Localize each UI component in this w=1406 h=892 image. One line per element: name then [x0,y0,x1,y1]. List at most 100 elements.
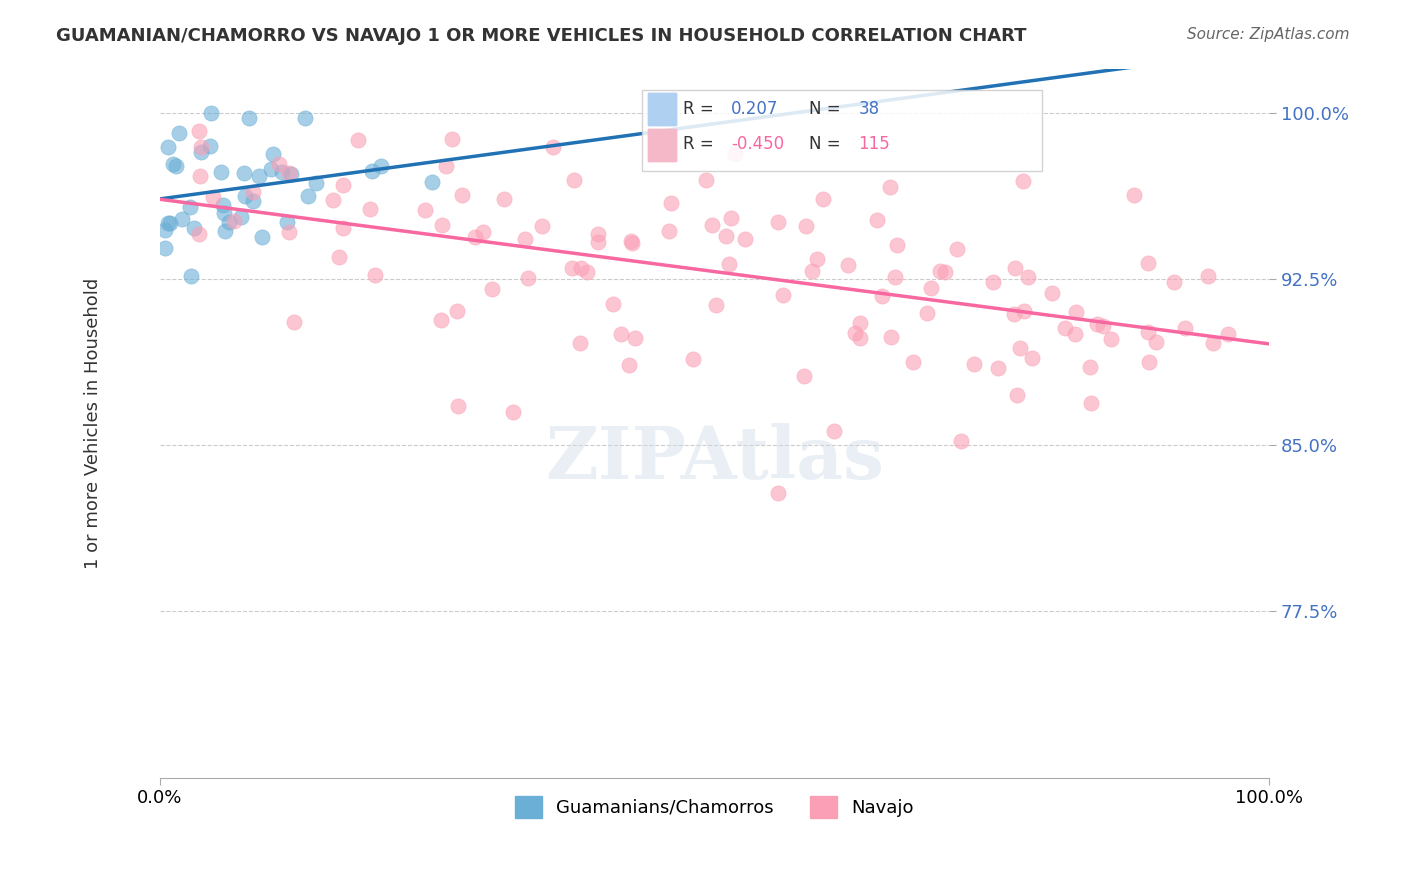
FancyBboxPatch shape [648,128,675,161]
Point [447,399,470,413]
Point [238,111,260,125]
Point [1091,319,1114,334]
Point [1197,268,1219,283]
Point [682,351,704,366]
Point [617,358,640,372]
Point [734,232,756,246]
Point [247,169,270,183]
Point [162,157,184,171]
Point [364,268,387,282]
Point [1123,187,1146,202]
Point [823,425,845,439]
Point [1040,285,1063,300]
Point [420,175,443,189]
Point [370,159,392,173]
Point [811,192,834,206]
Point [1017,269,1039,284]
Point [837,258,859,272]
Point [720,211,742,225]
Point [1163,275,1185,289]
Point [361,164,384,178]
Point [564,173,586,187]
Point [202,190,225,204]
Point [1202,336,1225,351]
Point [172,212,194,227]
Point [332,220,354,235]
Point [430,313,453,327]
Point [169,127,191,141]
Point [610,326,633,341]
Point [1137,355,1160,369]
Point [772,287,794,301]
Point [531,219,554,233]
Point [541,139,564,153]
Point [946,242,969,256]
Point [276,215,298,229]
Point [159,216,181,230]
Point [1137,325,1160,339]
Point [806,252,828,267]
Text: ZIPAtlas: ZIPAtlas [546,423,884,494]
Point [866,213,889,227]
Point [165,159,187,173]
FancyBboxPatch shape [643,90,1042,171]
Point [766,486,789,500]
Text: 38: 38 [859,100,880,118]
Point [870,289,893,303]
Point [188,124,211,138]
Point [513,232,536,246]
Point [576,265,599,279]
Point [569,260,592,275]
Point [884,270,907,285]
Point [328,250,350,264]
Point [432,218,454,232]
Point [1144,335,1167,350]
Point [297,189,319,203]
Point [267,156,290,170]
Point [928,264,950,278]
Point [283,315,305,329]
Point [1002,306,1025,320]
Point [278,225,301,239]
Point [1008,342,1031,356]
Point [198,139,221,153]
Point [1078,359,1101,374]
Text: Source: ZipAtlas.com: Source: ZipAtlas.com [1187,27,1350,42]
Text: -0.450: -0.450 [731,136,785,153]
Point [155,241,177,255]
Point [156,216,179,230]
FancyBboxPatch shape [648,94,675,125]
Text: R =: R = [683,100,720,118]
Point [1021,351,1043,366]
Point [766,215,789,229]
Point [446,304,468,318]
Point [214,224,236,238]
Point [987,360,1010,375]
Point [879,180,901,194]
Point [844,326,866,340]
Point [920,281,942,295]
Point [233,188,256,202]
Point [568,336,591,351]
Point [188,169,211,183]
FancyBboxPatch shape [648,128,675,161]
Text: N =: N = [808,100,845,118]
Point [950,434,973,448]
Point [1099,333,1122,347]
Point [212,198,235,212]
Point [200,105,222,120]
Text: 0.207: 0.207 [731,100,779,118]
Point [1004,261,1026,276]
Text: R =: R = [683,136,720,153]
Text: 1 or more Vehicles in Household: 1 or more Vehicles in Household [84,277,103,569]
Point [280,167,302,181]
Point [179,201,201,215]
Point [704,298,727,312]
Point [224,213,246,227]
Point [183,220,205,235]
Point [620,234,643,248]
Point [1080,396,1102,410]
Point [305,176,328,190]
Legend: Guamanians/Chamorros, Navajo: Guamanians/Chamorros, Navajo [508,789,921,825]
Point [714,228,737,243]
